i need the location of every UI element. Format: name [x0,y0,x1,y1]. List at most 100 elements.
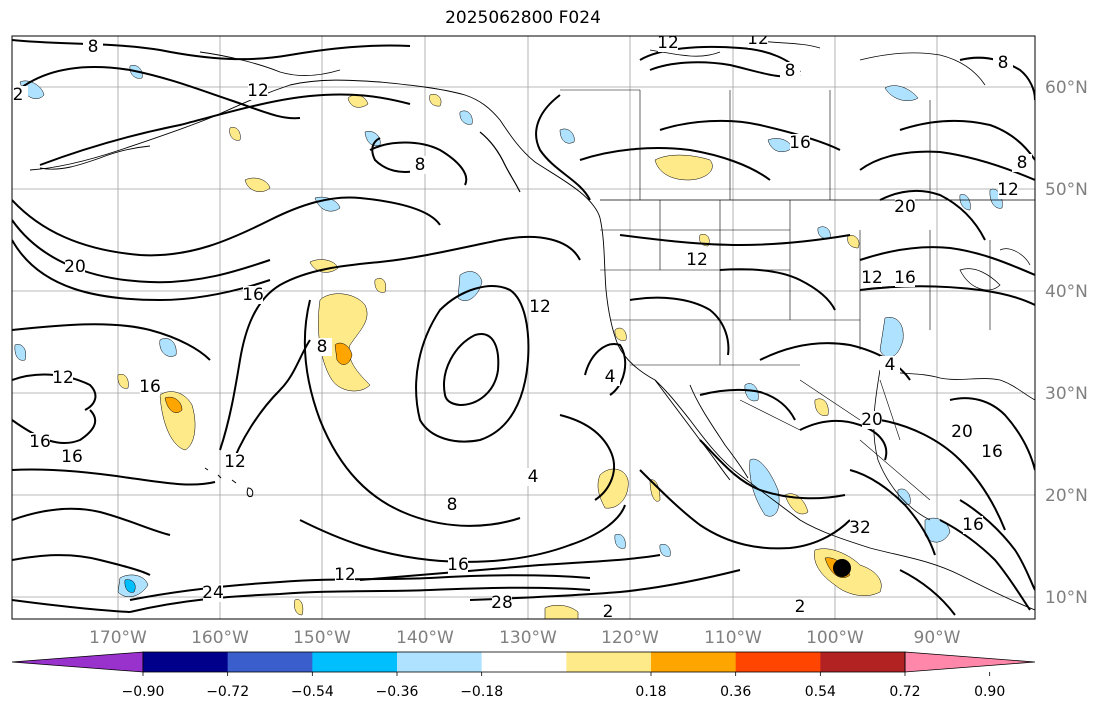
colorbar-segment [651,652,737,672]
storm-center-dot [833,559,851,577]
contour-label-bg [448,556,468,574]
contour-label: 16 [962,515,984,535]
contour-label: 12 [686,250,708,270]
contour-label: 16 [981,442,1003,462]
coastlines-and-borders [29,39,1035,611]
contour-label-bg [523,468,543,486]
colorbar-segment [566,652,652,672]
contour-label-bg [12,86,28,104]
contour-label-bg [225,453,245,471]
contour-label-bg [895,269,915,287]
contour-label: 4 [528,467,539,487]
longitude-labels: 170°W 160°W 150°W 140°W 130°W 120°W 110°W 100°W… [89,628,961,648]
lon-label: 140°W [396,628,454,648]
contour-label: 4 [885,355,896,375]
contour-label: 20 [951,422,973,442]
contour-label: 8 [88,37,99,57]
lat-label: 40°N [1045,282,1088,302]
contour-label: 28 [491,593,513,613]
contour-label-bg [62,448,82,466]
colorbar-tick-label: −0.18 [460,684,503,700]
graticule [12,36,1035,619]
contour-label: 32 [849,518,871,538]
contour-label-bg [880,356,900,374]
colorbar-tick-label: −0.90 [122,684,165,700]
contour-label-bg [895,198,915,216]
contour-label-bg [952,423,972,441]
contour-label: 20 [861,410,883,430]
contour-label-bg [335,566,355,584]
colorbar-tick-label: 0.90 [974,684,1005,700]
contour-label: 12 [747,29,769,49]
contour-label: 12 [861,268,883,288]
lon-label: 150°W [293,628,351,648]
contour-label-bg [598,603,618,619]
colorbar-segment [397,652,483,672]
contour-label-bg [530,298,550,316]
colorbar-extend-high [904,651,1036,673]
contour-label: 8 [998,53,1009,73]
colorbar-tick-label: 0.54 [805,684,836,700]
contour-label-bg [65,258,85,276]
lat-label: 10°N [1045,588,1088,608]
contour-label-bg [780,62,800,80]
contour-label: 16 [61,447,83,467]
contour-label: 2 [13,85,24,105]
contour-label: 12 [334,565,356,585]
contour-label: 8 [415,155,426,175]
colorbar [11,651,1036,673]
lon-label: 120°W [601,628,659,648]
contour-label-bg [993,54,1013,72]
map-frame [11,35,1036,620]
contour-label: 12 [52,368,74,388]
colorbar-tick-labels: −0.90 −0.72 −0.54 −0.36 −0.18 0.18 0.36 0.54 0.7… [122,672,1005,700]
colorbar-segment [735,652,821,672]
colorbar-tick-label: 0.72 [889,684,920,700]
colorbar-extend-low [11,651,144,673]
contour-label: 8 [785,61,796,81]
contour-label: 4 [605,367,616,387]
colorbar-segment [820,652,906,672]
contour-label: 16 [139,377,161,397]
contour-label-bg [600,368,620,386]
contour-label: 12 [247,81,269,101]
colorbar-tick-label: −0.36 [376,684,419,700]
contour-label: 12 [529,297,551,317]
lat-label: 20°N [1045,486,1088,506]
contour-label-bg [410,156,430,174]
colorbar-tick-label: 0.18 [635,684,666,700]
lon-label: 160°W [191,628,249,648]
contour-label-bg [203,584,223,602]
contour-label-bg [748,36,768,48]
shaded-fields [14,65,1003,619]
colorbar-segment [312,652,398,672]
contour-label-bg [30,433,50,451]
contours [12,39,1035,616]
contour-label: 8 [447,495,458,515]
contour-label: 16 [242,285,264,305]
contour-label: 12 [224,452,246,472]
colorbar-segment [143,652,229,672]
colorbar-tick-label: 0.36 [720,684,751,700]
contour-label-bg [248,82,268,100]
lat-label: 50°N [1045,180,1088,200]
lon-label: 110°W [704,628,762,648]
contour-label-bg [1012,154,1032,172]
contour-label: 20 [64,257,86,277]
contour-label-bg [998,181,1018,199]
lon-label: 170°W [89,628,147,648]
colorbar-outline [142,651,906,673]
contour-label: 2 [795,597,806,617]
contour-label-bg [83,38,103,56]
contour-label: 20 [894,197,916,217]
contour-label-bg [963,516,983,534]
lon-label: 90°W [914,628,961,648]
lon-label: 130°W [499,628,557,648]
latitude-labels: 60°N 50°N 40°N 30°N 20°N 10°N [1045,78,1088,608]
contour-label-bg [53,369,73,387]
lon-label: 100°W [806,628,864,648]
contour-label-bg [442,496,462,514]
contour-label: 16 [29,432,51,452]
